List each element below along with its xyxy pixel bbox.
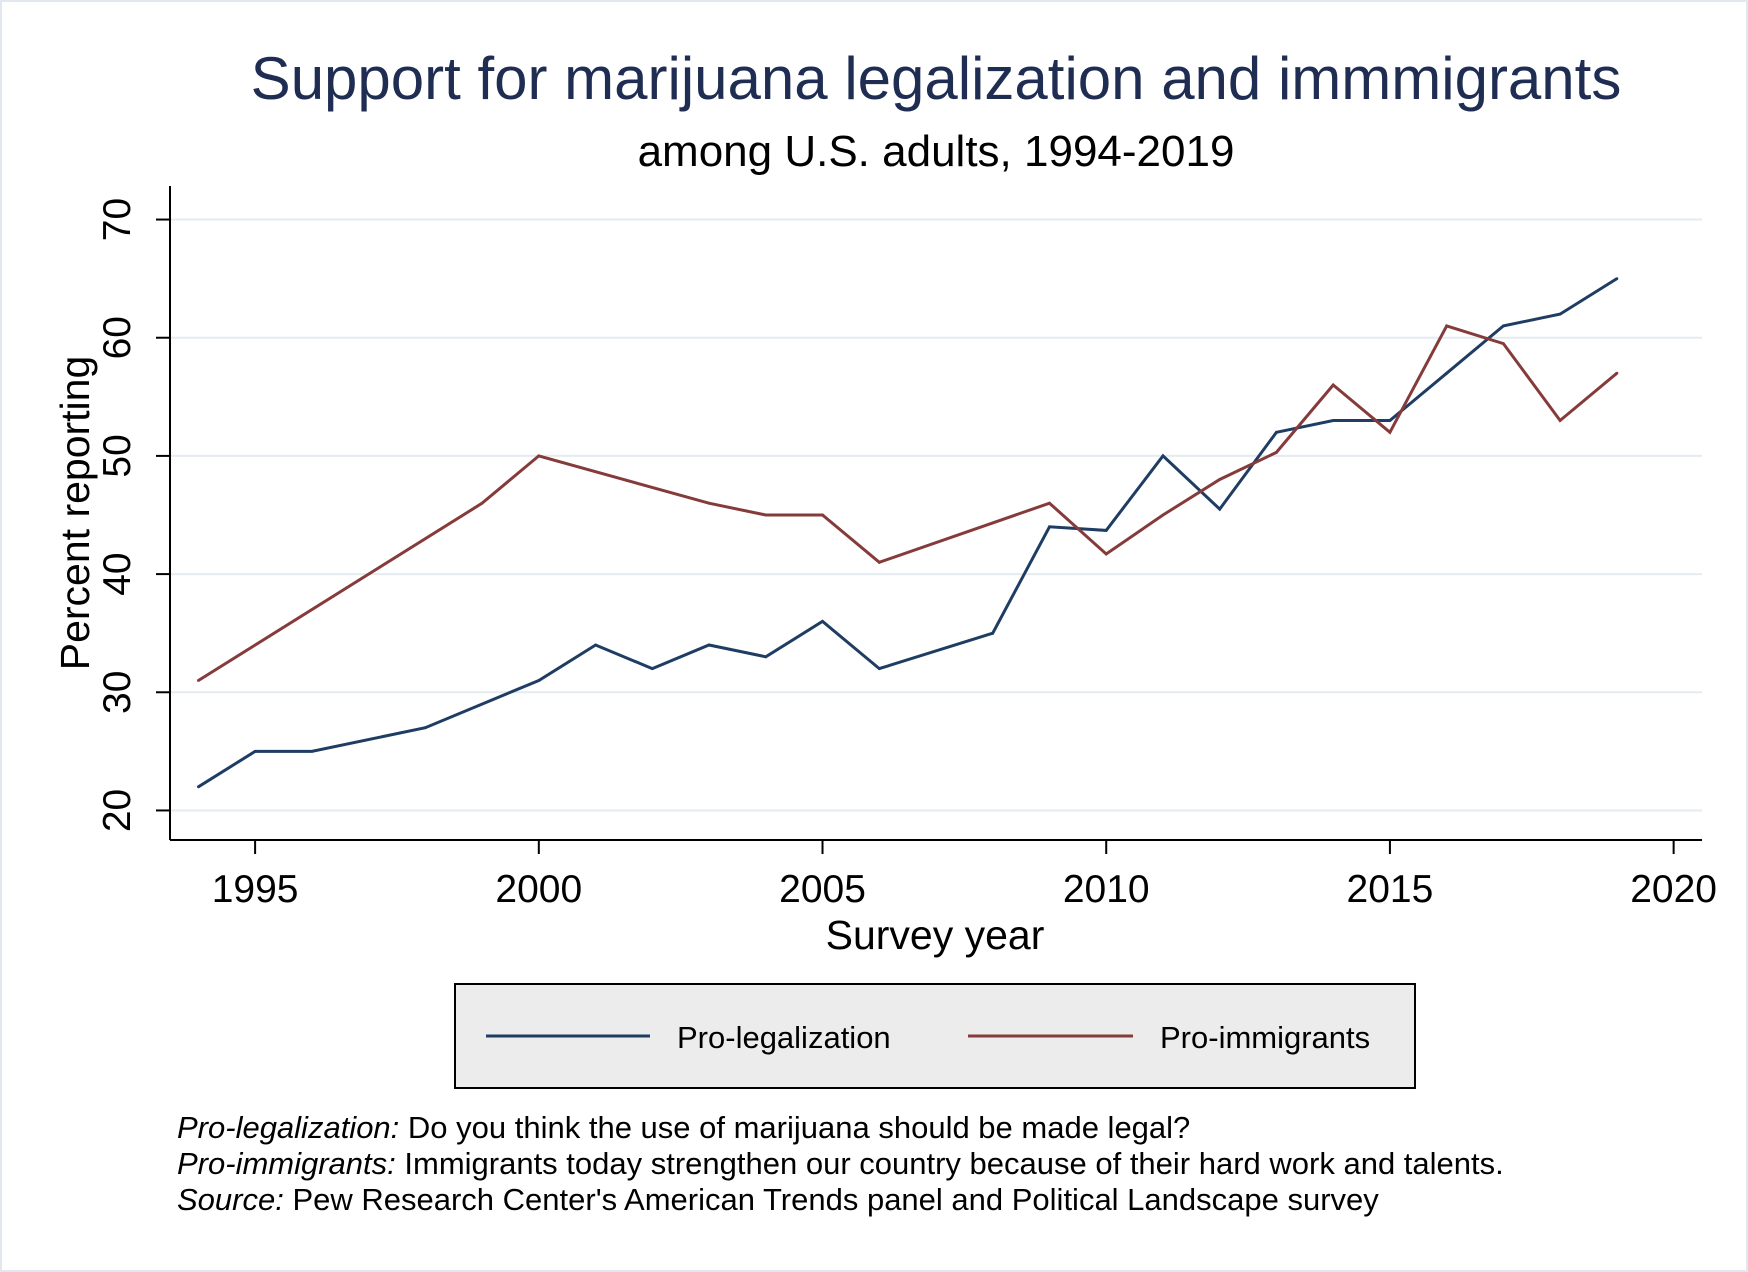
chart-subtitle: among U.S. adults, 1994-2019 [638,127,1235,176]
note-source: Source: Pew Research Center's American T… [177,1182,1379,1217]
point-pro-immigrants-2010 [1104,552,1108,556]
point-pro-immigrants-2009 [1048,501,1051,505]
point-pro-immigrants-2011 [1161,513,1165,517]
point-pro-immigrants-2016 [1445,324,1449,328]
point-pro-immigrants-2006 [877,560,881,564]
legend: Pro-legalization Pro-immigrants [454,983,1416,1089]
point-pro-immigrants-1999 [480,501,484,505]
note-pro-legalization: Pro-legalization: Do you think the use o… [177,1110,1190,1145]
y-tick-label-40: 40 [96,552,139,595]
x-tick-label-2010: 2010 [1063,868,1150,911]
point-pro-legalization-2005 [821,620,824,623]
point-pro-legalization-2016 [1445,371,1449,375]
y-tick-label-50: 50 [96,434,139,477]
x-tick-label-2020: 2020 [1630,868,1717,911]
note-label-pro-immigrants: Pro-immigrants: [177,1146,396,1181]
x-tick-label-2015: 2015 [1347,868,1434,911]
note-label-pro-legalization: Pro-legalization: [177,1110,399,1145]
point-pro-immigrants-2018 [1558,419,1562,422]
series-lines [197,277,1619,789]
y-tick-label-70: 70 [96,198,139,241]
y-tick-label-60: 60 [96,316,139,359]
point-pro-legalization-2009 [1048,525,1051,529]
point-pro-legalization-2012 [1218,507,1222,511]
x-tick-label-1995: 1995 [212,868,299,911]
point-pro-legalization-2011 [1161,454,1165,458]
point-pro-legalization-1996 [310,750,314,753]
point-pro-legalization-2006 [877,667,881,670]
point-pro-legalization-2010 [1104,529,1108,532]
y-tick-label-20: 20 [96,789,139,832]
x-axis-title: Survey year [826,912,1045,958]
notes: Pro-legalization: Do you think the use o… [177,1110,1504,1217]
legend-label-pro-immigrants: Pro-immigrants [1160,1020,1370,1055]
point-pro-legalization-1998 [423,726,427,730]
axes: 20 30 40 50 60 70 1995 2000 2005 2010 2015 2020 [96,186,1717,911]
gridlines [170,218,1702,812]
point-pro-legalization-2001 [594,643,597,647]
point-pro-legalization-2002 [650,667,654,670]
note-text-source: Pew Research Center's American Trends pa… [284,1182,1379,1217]
note-text-pro-legalization: Do you think the use of marijuana should… [399,1110,1190,1145]
point-pro-legalization-1994 [197,785,200,789]
point-pro-legalization-2017 [1502,324,1505,328]
point-pro-immigrants-1994 [197,679,200,682]
point-pro-immigrants-2017 [1502,342,1505,345]
point-pro-immigrants-2015 [1388,430,1392,434]
point-pro-immigrants-2019 [1615,371,1619,375]
series-line-pro-immigrants [197,324,1618,682]
point-pro-immigrants-2014 [1331,383,1335,387]
note-text-pro-immigrants: Immigrants today strengthen our country … [396,1146,1504,1181]
point-pro-immigrants-2005 [821,513,824,517]
note-pro-immigrants: Pro-immigrants: Immigrants today strengt… [177,1146,1504,1181]
y-axis-title: Percent reporting [52,356,98,671]
point-pro-immigrants-2004 [764,513,768,517]
y-tick-label-30: 30 [96,671,139,714]
x-tick-label-2005: 2005 [779,868,866,911]
point-pro-legalization-2000 [537,679,541,682]
chart-title: Support for marijuana legalization and i… [251,45,1622,112]
legend-label-pro-legalization: Pro-legalization [677,1020,891,1055]
point-pro-immigrants-2012 [1218,478,1222,481]
point-pro-immigrants-2013 [1275,451,1278,454]
x-tick-label-2000: 2000 [495,868,582,911]
point-pro-immigrants-2000 [537,454,541,458]
point-pro-legalization-2014 [1331,419,1335,422]
point-pro-legalization-2018 [1558,312,1562,316]
point-pro-legalization-2013 [1275,430,1278,434]
note-label-source: Source: [177,1182,284,1217]
point-pro-legalization-1995 [253,750,257,753]
point-pro-legalization-2003 [707,643,711,647]
point-pro-legalization-2004 [764,655,768,659]
series-line-pro-legalization [197,277,1618,789]
point-pro-legalization-2019 [1615,277,1619,280]
point-pro-immigrants-2003 [707,501,711,505]
point-pro-legalization-2015 [1388,419,1392,422]
point-pro-legalization-2008 [991,631,995,635]
